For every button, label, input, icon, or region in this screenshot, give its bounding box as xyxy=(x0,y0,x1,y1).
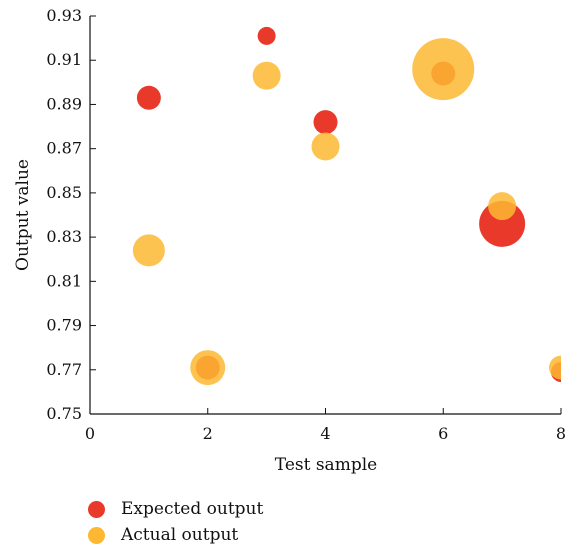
x-tick-label: 2 xyxy=(203,424,213,443)
x-tick-label: 6 xyxy=(438,424,448,443)
y-tick-label: 0.89 xyxy=(46,94,82,113)
y-axis-title: Output value xyxy=(13,159,33,271)
expected-output-point xyxy=(313,110,338,135)
axes: 0.75 0.77 0.79 0.81 0.83 0.85 0.87 0.89 0.91 0.93… xyxy=(46,6,566,443)
y-tick-label: 0.93 xyxy=(46,6,82,25)
actual-output-point xyxy=(488,192,517,221)
y-tick-label: 0.83 xyxy=(46,227,82,246)
legend-item-expected: Expected output xyxy=(88,496,263,522)
y-tick-label: 0.79 xyxy=(46,316,82,335)
x-axis-title: Test sample xyxy=(275,455,377,475)
y-tick-label: 0.77 xyxy=(46,360,82,379)
actual-output-point xyxy=(252,61,281,90)
y-tick-label: 0.75 xyxy=(46,404,82,423)
y-tick-label: 0.81 xyxy=(46,271,82,290)
legend: Expected output Actual output xyxy=(88,496,263,548)
scatter-chart: 0.75 0.77 0.79 0.81 0.83 0.85 0.87 0.89 0.91 0.93… xyxy=(13,6,566,475)
x-tick-label: 8 xyxy=(556,424,566,443)
legend-swatch-actual xyxy=(88,526,105,544)
y-tick-label: 0.85 xyxy=(46,183,82,202)
x-tick-label: 0 xyxy=(85,424,95,443)
x-tick-label: 4 xyxy=(320,424,330,443)
expected-output-point xyxy=(257,26,276,45)
y-tick-label: 0.91 xyxy=(46,50,82,69)
legend-item-actual: Actual output xyxy=(88,522,263,548)
plot-area xyxy=(132,26,561,386)
actual-output-point xyxy=(190,350,226,386)
actual-output-point xyxy=(412,38,475,101)
actual-output-point xyxy=(311,132,340,161)
legend-swatch-expected xyxy=(88,500,105,518)
actual-output-point xyxy=(132,234,165,267)
legend-label-expected: Expected output xyxy=(121,499,264,519)
y-tick-label: 0.87 xyxy=(46,139,82,158)
legend-label-actual: Actual output xyxy=(121,525,239,545)
expected-output-point xyxy=(136,85,161,110)
actual-output-point xyxy=(549,355,561,380)
